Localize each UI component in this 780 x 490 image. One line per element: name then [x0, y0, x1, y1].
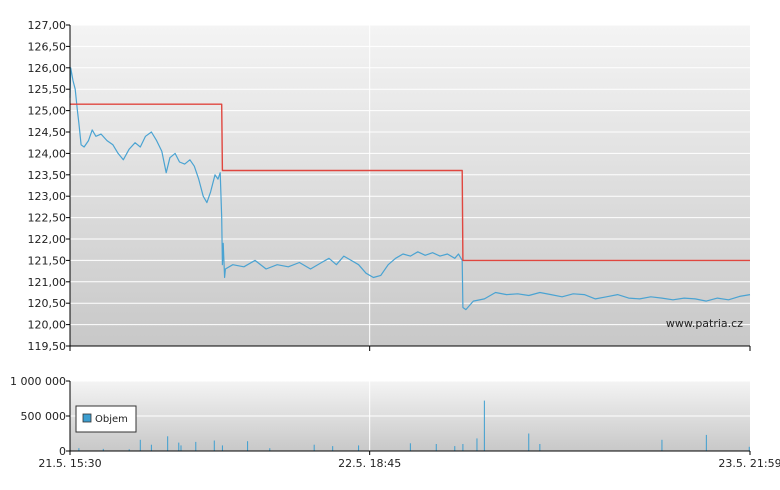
time-axis: 21.5. 15:30 22.5. 18:45 23.5. 21:59: [38, 346, 780, 470]
legend-label: Objem: [95, 414, 128, 425]
price-tick-label: 123,00: [28, 190, 67, 203]
price-tick-label: 124,50: [28, 126, 67, 139]
price-tick-label: 119,50: [28, 340, 67, 353]
watermark: www.patria.cz: [666, 317, 743, 330]
volume-bars: [78, 400, 750, 451]
time-tick-label: 22.5. 18:45: [338, 457, 401, 470]
price-tick-label: 121,00: [28, 276, 67, 289]
price-tick-label: 122,00: [28, 233, 67, 246]
price-tick-label: 120,50: [28, 297, 67, 310]
price-series: [69, 67, 751, 311]
reference-line: [70, 103, 750, 262]
price-tick-label: 120,00: [28, 319, 67, 332]
price-tick-label: 127,00: [28, 19, 67, 32]
volume-legend: Objem: [75, 405, 137, 433]
price-tick-label: 124,00: [28, 147, 67, 160]
price-tick-label: 125,50: [28, 83, 67, 96]
price-tick-label: 122,50: [28, 212, 67, 225]
volume-tick-label: 500 000: [21, 410, 67, 423]
time-tick-label: 23.5. 21:59: [718, 457, 780, 470]
volume-axis: 1 000 000 500 000 0: [10, 375, 70, 458]
price-tick-label: 126,50: [28, 40, 67, 53]
price-tick-label: 121,50: [28, 254, 67, 267]
volume-tick-label: 0: [59, 445, 66, 458]
price-plot-area: [70, 25, 750, 346]
price-tick-label: 126,00: [28, 62, 67, 75]
price-axis: 127,00 126,50 126,00 125,50 125,00 124,50 124,…: [28, 19, 70, 353]
legend-swatch: [82, 413, 92, 423]
price-line: [69, 67, 751, 311]
volume-tick-label: 1 000 000: [10, 375, 66, 388]
time-tick-label: 21.5. 15:30: [38, 457, 101, 470]
price-tick-label: 123,50: [28, 169, 67, 182]
price-tick-label: 125,00: [28, 105, 67, 118]
